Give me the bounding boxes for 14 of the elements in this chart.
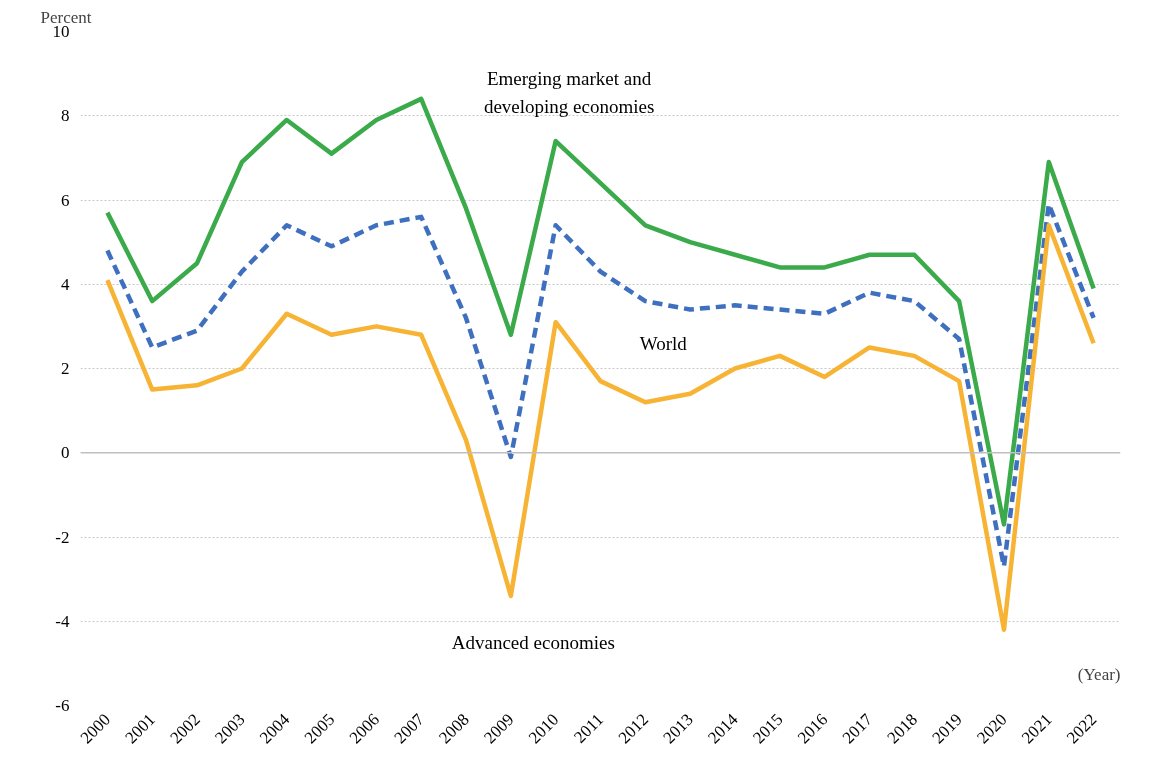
line-series [105,96,1096,527]
y-tick-label: 0 [61,443,70,463]
y-tick-label: -4 [55,611,70,631]
line-series [105,223,1096,632]
text: Emerging market and developing economies [483,68,655,117]
y-tick-label: 8 [61,106,70,126]
y-tick-label: 4 [61,274,70,294]
y-tick-label: -6 [55,696,70,715]
annotation: (Year) [1077,664,1121,684]
series-label: World [639,332,688,354]
y-tick-label: -2 [55,527,70,547]
text: Advanced economies [451,631,615,653]
y-tick-label: 6 [61,190,70,210]
y-tick-label: 2 [61,359,70,378]
